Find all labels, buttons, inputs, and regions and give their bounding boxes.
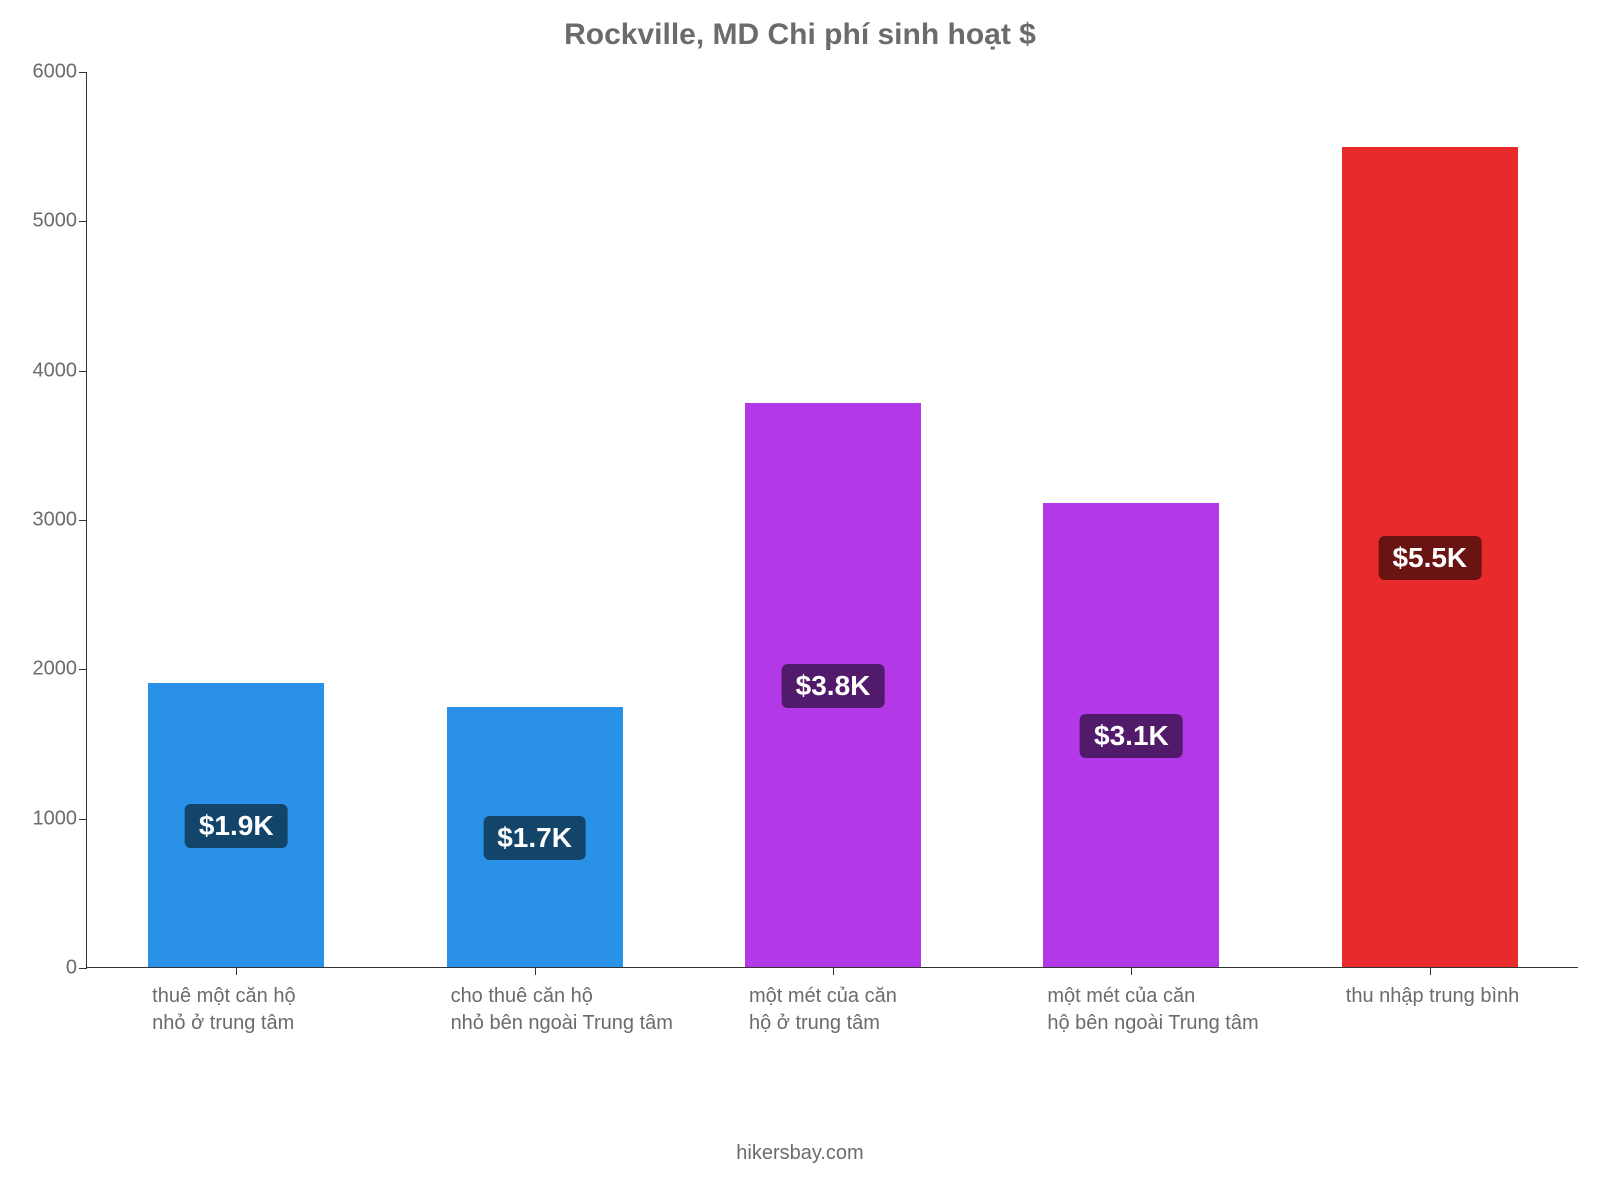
chart-footer: hikersbay.com — [0, 1142, 1600, 1165]
x-tick-mark — [1131, 967, 1132, 975]
x-tick-label: thuê một căn hộnhỏ ở trung tâm — [152, 983, 427, 1037]
chart-title: Rockville, MD Chi phí sinh hoạt $ — [0, 18, 1600, 52]
bar-value-label: $3.1K — [1080, 714, 1183, 758]
y-tick-label: 2000 — [33, 658, 78, 681]
plot-area: 0100020003000400050006000$1.9Kthuê một c… — [86, 72, 1578, 968]
y-tick-label: 0 — [66, 957, 77, 980]
y-tick-mark — [79, 520, 87, 521]
y-tick-mark — [79, 669, 87, 670]
y-tick-label: 4000 — [33, 359, 78, 382]
y-tick-mark — [79, 371, 87, 372]
bar-value-label: $1.7K — [483, 816, 586, 860]
x-tick-mark — [833, 967, 834, 975]
x-tick-mark — [1430, 967, 1431, 975]
y-tick-mark — [79, 72, 87, 73]
bar-value-label: $3.8K — [782, 664, 885, 708]
y-tick-mark — [79, 819, 87, 820]
y-tick-label: 1000 — [33, 807, 78, 830]
x-tick-mark — [236, 967, 237, 975]
y-tick-label: 6000 — [33, 61, 78, 84]
x-tick-label: một mét của cănhộ bên ngoài Trung tâm — [1047, 983, 1322, 1037]
y-tick-label: 3000 — [33, 509, 78, 532]
bar-value-label: $5.5K — [1378, 536, 1481, 580]
x-tick-mark — [535, 967, 536, 975]
y-tick-mark — [79, 221, 87, 222]
bar-value-label: $1.9K — [185, 804, 288, 848]
y-tick-label: 5000 — [33, 210, 78, 233]
x-tick-label: cho thuê căn hộnhỏ bên ngoài Trung tâm — [451, 983, 726, 1037]
x-tick-label: một mét của cănhộ ở trung tâm — [749, 983, 1024, 1037]
x-tick-label: thu nhập trung bình — [1346, 983, 1600, 1010]
y-tick-mark — [79, 968, 87, 969]
chart-container: Rockville, MD Chi phí sinh hoạt $ 010002… — [0, 0, 1600, 1200]
